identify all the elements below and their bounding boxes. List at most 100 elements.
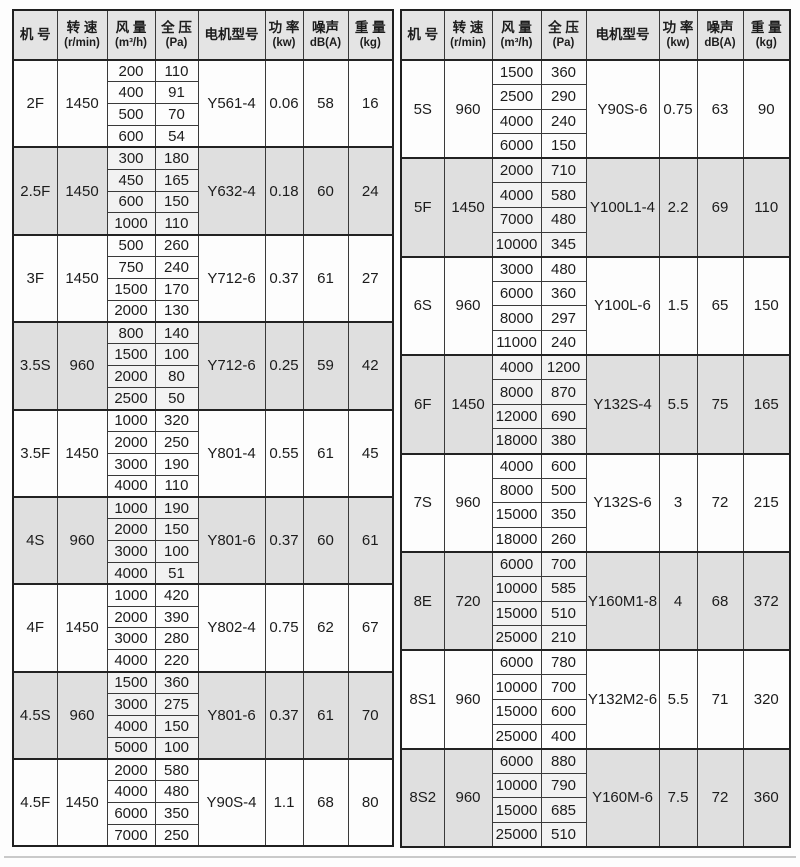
cell-power: 5.5 <box>658 354 698 455</box>
header-label: 噪声 <box>706 19 734 35</box>
table-row: 8E 720 6000 700 Y160M1-8 4 68 372 <box>400 550 791 651</box>
cell-pressure: 91 <box>154 81 199 105</box>
table-row: 6000 360 <box>401 280 790 307</box>
table-row: 10000 790 <box>401 772 790 799</box>
cell-model: 8S2 <box>400 747 445 848</box>
cell-model: 4.5S <box>12 670 58 760</box>
cell-speed: 1450 <box>443 354 493 455</box>
table-row: 2000 150 <box>13 518 393 542</box>
table-row: 5000 100 <box>13 736 393 760</box>
header-unit: (m³/h) <box>500 36 533 49</box>
cell-pressure: 100 <box>154 343 199 367</box>
table-row: 1500 100 <box>13 343 393 367</box>
cell-flow: 4000 <box>491 182 542 209</box>
cell-pressure: 100 <box>154 736 199 760</box>
cell-pressure: 600 <box>540 452 587 479</box>
cell-flow: 8000 <box>491 305 542 332</box>
cell-flow: 500 <box>106 233 156 258</box>
header-label: 全 压 <box>548 19 579 35</box>
cell-pressure: 170 <box>154 277 199 301</box>
cell-pressure: 275 <box>154 692 199 716</box>
table-row: 2500 50 <box>13 387 393 410</box>
cell-noise: 59 <box>302 321 349 411</box>
cell-noise: 61 <box>302 233 349 323</box>
cell-flow: 3000 <box>106 452 156 476</box>
cell-pressure: 585 <box>540 575 587 602</box>
cell-flow: 15000 <box>491 797 542 823</box>
cell-pressure: 360 <box>154 670 199 694</box>
table-row: 4.5S 960 1500 360 Y801-6 0.37 61 70 <box>12 670 394 760</box>
cell-flow: 400 <box>106 81 156 105</box>
cell-pressure: 130 <box>154 299 199 323</box>
cell-speed: 960 <box>56 495 108 585</box>
table-row: 3000 280 <box>13 627 393 651</box>
cell-flow: 4000 <box>106 649 156 673</box>
cell-flow: 3000 <box>106 692 156 716</box>
cell-pressure: 51 <box>154 561 199 585</box>
cell-power: 0.37 <box>264 233 304 323</box>
cell-speed: 960 <box>443 255 493 356</box>
table-row: 3000 275 <box>13 692 393 716</box>
header-unit: (Pa) <box>552 36 575 49</box>
cell-flow: 1500 <box>491 59 542 86</box>
cell-flow: 10000 <box>491 231 542 258</box>
cell-power: 5.5 <box>658 649 698 750</box>
cell-pressure: 350 <box>540 502 587 528</box>
cell-flow: 10000 <box>491 772 542 799</box>
table-body: 2F 1450 200 110 Y561-4 0.06 58 16 400 91 500 70 600 5… <box>12 58 394 847</box>
header-weight: 重 量 (kg) <box>347 9 394 61</box>
cell-flow: 3000 <box>106 627 156 651</box>
table-row: 25000 210 <box>401 625 790 651</box>
table-row: 18000 380 <box>401 428 790 454</box>
cell-noise: 61 <box>302 408 349 498</box>
cell-flow: 4000 <box>106 561 156 585</box>
cell-model: 4F <box>12 583 58 673</box>
table-row: 750 240 <box>13 256 393 279</box>
cell-noise: 72 <box>696 747 744 848</box>
table-row: 8000 870 <box>401 379 790 405</box>
cell-flow: 15000 <box>491 600 542 627</box>
cell-flow: 18000 <box>491 526 542 553</box>
header-unit: (Pa) <box>165 36 188 49</box>
cell-pressure: 420 <box>154 583 199 607</box>
cell-pressure: 690 <box>540 403 587 430</box>
table-row: 7000 480 <box>401 207 790 233</box>
cell-model: 3F <box>12 233 58 323</box>
table-body: 5S 960 1500 360 Y90S-6 0.75 63 90 2500 290 4000 240… <box>400 58 791 848</box>
cell-model: 8S1 <box>400 649 445 750</box>
cell-flow: 10000 <box>491 674 542 700</box>
cell-power: 0.75 <box>658 58 698 159</box>
cell-pressure: 350 <box>154 802 199 826</box>
table-row: 6F 1450 4000 1200 Y132S-4 5.5 75 165 <box>400 354 791 455</box>
cell-pressure: 240 <box>540 330 587 356</box>
cell-model: 2.5F <box>12 146 58 236</box>
table-row: 4000 580 <box>401 182 790 209</box>
table-row: 4000 220 <box>13 649 393 673</box>
header-unit: (m³/h) <box>115 36 147 49</box>
cell-noise: 68 <box>302 757 349 847</box>
cell-flow: 1000 <box>106 583 156 607</box>
table-row: 8000 500 <box>401 477 790 504</box>
header-unit: (r/min) <box>64 36 100 49</box>
cell-pressure: 110 <box>154 474 199 498</box>
cell-speed: 720 <box>443 550 493 651</box>
cell-flow: 2500 <box>491 84 542 110</box>
cell-flow: 8000 <box>491 477 542 504</box>
cell-speed: 1450 <box>56 408 108 498</box>
cell-flow: 1000 <box>106 408 156 432</box>
cell-pressure: 80 <box>154 365 199 389</box>
cell-weight: 110 <box>742 157 791 258</box>
cell-flow: 10000 <box>491 575 542 602</box>
cell-flow: 500 <box>106 103 156 127</box>
cell-weight: 90 <box>742 58 791 159</box>
cell-pressure: 1200 <box>540 354 587 381</box>
cell-pressure: 780 <box>540 649 587 676</box>
table-row: 15000 350 <box>401 502 790 528</box>
cell-motor: Y132S-6 <box>585 452 660 553</box>
cell-weight: 42 <box>347 321 394 411</box>
cell-motor: Y801-6 <box>197 670 266 760</box>
cell-flow: 7000 <box>491 207 542 233</box>
cell-weight: 150 <box>742 255 791 356</box>
cell-flow: 6000 <box>106 802 156 826</box>
table-row: 10000 585 <box>401 575 790 602</box>
